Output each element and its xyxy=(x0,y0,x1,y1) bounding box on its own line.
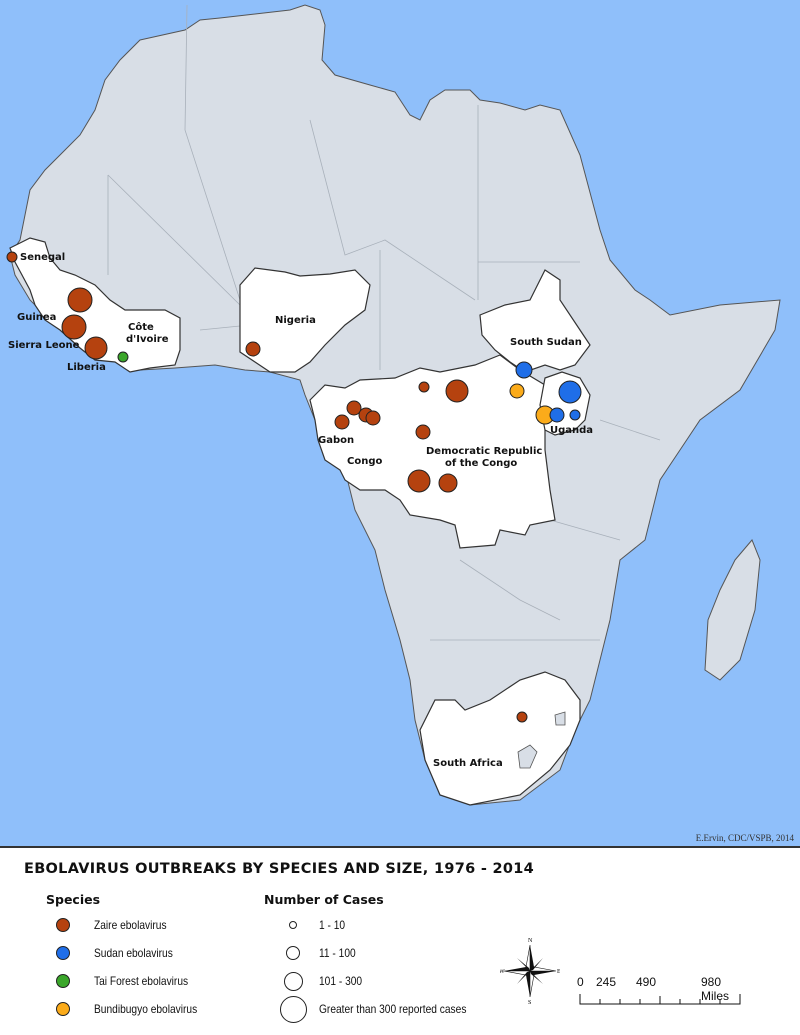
compass-rose-icon: N S E W xyxy=(500,938,560,1005)
outbreak-marker-zaire[interactable] xyxy=(67,287,93,313)
label-drc-1: Democratic Republic xyxy=(426,446,542,457)
compass-s: S xyxy=(528,1000,531,1005)
outbreak-marker-zaire[interactable] xyxy=(445,379,469,403)
species-heading: Species xyxy=(46,892,101,907)
species-bundibugyo: Bundibugyo ebolavirus xyxy=(56,1002,215,1016)
outbreak-marker-zaire[interactable] xyxy=(415,424,431,440)
outbreak-marker-zaire[interactable] xyxy=(84,336,108,360)
outbreak-marker-sudan[interactable] xyxy=(515,361,533,379)
scale-tick-490: 490 xyxy=(636,975,657,989)
outbreak-marker-zaire[interactable] xyxy=(6,251,18,263)
outbreak-marker-zaire[interactable] xyxy=(418,381,430,393)
outbreak-marker-tai-forest[interactable] xyxy=(117,351,129,363)
label-liberia: Liberia xyxy=(67,362,106,373)
outbreak-marker-zaire[interactable] xyxy=(61,314,87,340)
outbreak-marker-sudan[interactable] xyxy=(549,407,565,423)
cases-1-10: 1 - 10 xyxy=(279,918,350,932)
scale-bar: 0 245 490 980 Miles xyxy=(572,975,742,1015)
scale-tick-0: 0 xyxy=(577,975,584,989)
outbreak-marker-bundibugyo[interactable] xyxy=(509,383,525,399)
tai-forest-swatch-icon xyxy=(56,974,70,988)
label-nigeria: Nigeria xyxy=(275,315,316,326)
country-south-sudan xyxy=(479,269,591,373)
sudan-swatch-icon xyxy=(56,946,70,960)
country-south-africa xyxy=(419,671,581,806)
compass-w: W xyxy=(500,969,505,975)
outbreak-marker-zaire[interactable] xyxy=(438,473,458,493)
species-label: Bundibugyo ebolavirus xyxy=(94,1002,198,1016)
size-large-icon xyxy=(283,971,303,991)
outbreak-marker-zaire[interactable] xyxy=(407,469,431,493)
madagascar xyxy=(704,539,761,681)
label-guinea: Guinea xyxy=(17,312,56,323)
species-sudan: Sudan ebolavirus xyxy=(56,946,187,960)
scale-tick-980: 980 Miles xyxy=(701,975,730,1003)
compass-n: N xyxy=(528,938,533,944)
affected-countries xyxy=(9,237,591,806)
country-gabon-congo-drc xyxy=(309,354,556,549)
bundibugyo-swatch-icon xyxy=(56,1002,70,1016)
label-uganda: Uganda xyxy=(550,425,593,436)
africa-map: Senegal Guinea Sierra Leone Liberia Côte… xyxy=(6,4,781,806)
legend-title: EBOLAVIRUS OUTBREAKS BY SPECIES AND SIZE… xyxy=(24,861,535,877)
size-medium-icon xyxy=(286,946,300,960)
label-cote-divoire-2: d'Ivoire xyxy=(126,334,169,345)
lesotho xyxy=(517,744,538,769)
cases-label: 11 - 100 xyxy=(319,946,356,960)
country-nigeria xyxy=(239,267,371,373)
outbreak-marker-zaire[interactable] xyxy=(516,711,528,723)
species-tai-forest: Tai Forest ebolavirus xyxy=(56,974,205,988)
country-west-africa xyxy=(9,237,181,373)
map-credit: E.Ervin, CDC/VSPB, 2014 xyxy=(695,833,794,843)
zaire-swatch-icon xyxy=(56,918,70,932)
species-zaire: Zaire ebolavirus xyxy=(56,918,179,932)
cases-heading: Number of Cases xyxy=(264,892,384,907)
scale-ruler xyxy=(579,994,741,1005)
label-gabon: Gabon xyxy=(318,435,354,446)
map-area[interactable]: Senegal Guinea Sierra Leone Liberia Côte… xyxy=(0,0,800,848)
outbreak-marker-zaire[interactable] xyxy=(334,414,350,430)
scale-tick-245: 245 xyxy=(596,975,617,989)
outbreak-marker-zaire[interactable] xyxy=(365,410,381,426)
label-senegal: Senegal xyxy=(20,252,65,263)
label-south-sudan: South Sudan xyxy=(510,337,582,348)
cases-101-300: 101 - 300 xyxy=(279,971,370,991)
species-label: Sudan ebolavirus xyxy=(94,946,173,960)
outbreak-marker-sudan[interactable] xyxy=(558,380,582,404)
label-drc-2: of the Congo xyxy=(445,458,517,469)
label-south-africa: South Africa xyxy=(433,758,503,769)
label-sierra-leone: Sierra Leone xyxy=(8,340,80,351)
cases-label: 101 - 300 xyxy=(319,974,363,988)
size-xlarge-icon xyxy=(279,995,307,1023)
cases-label: Greater than 300 reported cases xyxy=(319,1002,467,1016)
species-label: Tai Forest ebolavirus xyxy=(94,974,189,988)
swaziland xyxy=(554,711,566,726)
label-congo: Congo xyxy=(347,456,382,467)
outbreak-marker-zaire[interactable] xyxy=(245,341,261,357)
label-cote-divoire-1: Côte xyxy=(128,321,154,333)
outbreak-marker-sudan[interactable] xyxy=(569,409,581,421)
size-small-icon xyxy=(289,921,297,929)
outbreak-marker-zaire[interactable] xyxy=(346,400,362,416)
outbreak-markers xyxy=(6,251,582,723)
cases-label: 1 - 10 xyxy=(319,918,346,932)
species-label: Zaire ebolavirus xyxy=(94,918,167,932)
cases-11-100: 11 - 100 xyxy=(279,946,362,960)
cases-over-300: Greater than 300 reported cases xyxy=(279,995,492,1023)
compass-e: E xyxy=(557,969,560,975)
